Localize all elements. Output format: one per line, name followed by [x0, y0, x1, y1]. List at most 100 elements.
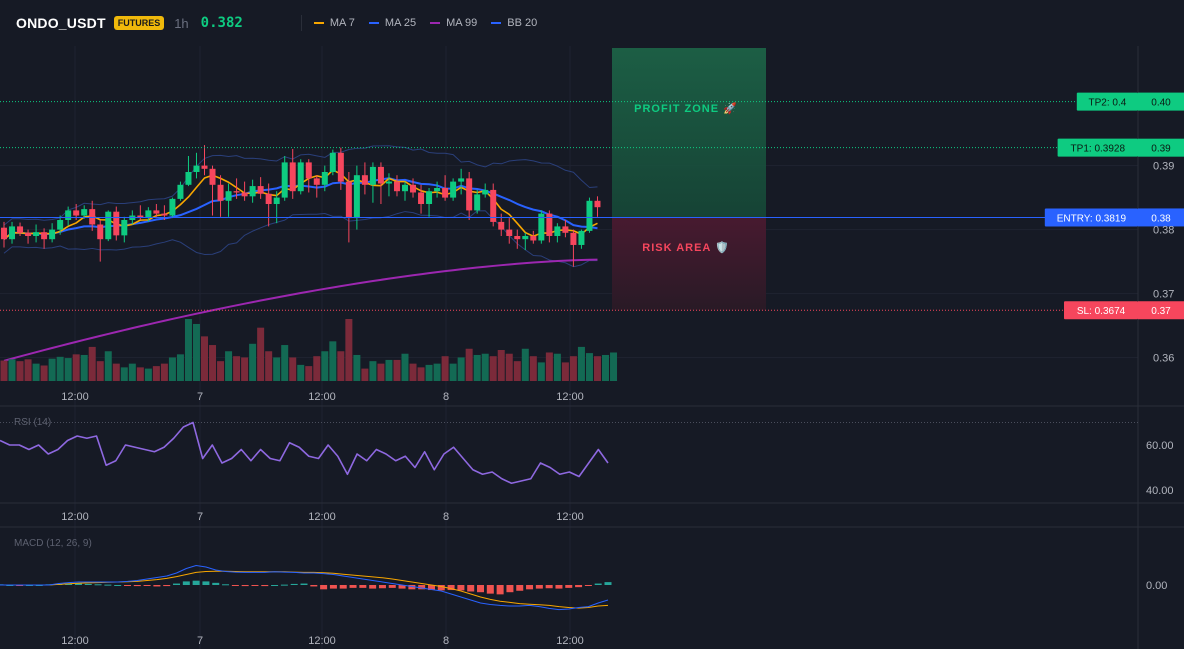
macd-histogram-bar [427, 585, 435, 591]
risk-zone-label: RISK AREA 🛡️ [642, 241, 729, 254]
volume-bar [417, 367, 425, 381]
candle-body [594, 200, 601, 208]
candle-body [305, 162, 312, 179]
tp2-tag-label: TP2: 0.4 [1088, 98, 1126, 109]
volume-bar [513, 361, 521, 381]
sl-tag[interactable] [1064, 301, 1138, 320]
macd-histogram-bar [467, 585, 475, 592]
volume-bar [217, 361, 225, 381]
volume-bar [249, 343, 257, 381]
volume-bar [160, 363, 168, 381]
legend-item[interactable]: MA 25 [368, 17, 416, 29]
chart-header: ONDO_USDT FUTURES 1h 0.382 MA 7 MA 25 MA 9… [0, 0, 1184, 46]
legend-swatch [430, 22, 441, 24]
entry-axis-tag [1138, 208, 1184, 227]
volume-bar [545, 352, 553, 381]
candle-body [121, 220, 128, 236]
volume-bar [409, 363, 417, 381]
volume-bar [201, 336, 208, 381]
volume-bar [521, 348, 529, 381]
macd-histogram-bar [153, 585, 161, 587]
candle-body [273, 197, 280, 204]
legend-item[interactable]: MA 7 [313, 17, 355, 29]
candle-body [490, 189, 497, 222]
volume-bar [353, 354, 361, 381]
candle-body [113, 211, 120, 236]
volume-bar [176, 354, 184, 381]
volume-bar [369, 361, 377, 381]
macd-histogram-bar [496, 585, 504, 595]
candle-body [562, 226, 569, 233]
macd-histogram-bar [231, 585, 239, 586]
volume-bar [377, 363, 385, 381]
macd-histogram-bar [329, 585, 337, 589]
macd-histogram-bar [222, 584, 230, 586]
macd-histogram-bar [114, 585, 122, 586]
candle-body [393, 181, 400, 192]
macd-histogram-bar [261, 585, 269, 587]
volume-bar [602, 354, 609, 381]
macd-histogram-bar [84, 583, 92, 585]
legend-label: MA 7 [329, 17, 355, 29]
volume-bar [569, 356, 577, 381]
candle-body [361, 175, 368, 185]
entry-axis-label: 0.38 [1151, 213, 1171, 224]
candle-body [65, 210, 72, 220]
candle-body [321, 172, 328, 185]
candle-body [570, 232, 577, 245]
time-axis-label: 7 [197, 511, 203, 523]
candle-body [97, 224, 104, 240]
macd-histogram-bar [575, 585, 583, 588]
candle-body [169, 198, 176, 216]
macd-histogram-bar [457, 585, 465, 591]
macd-histogram-bar [271, 585, 279, 586]
candle-body [586, 200, 593, 231]
tp1-tag[interactable] [1057, 138, 1138, 157]
candle-body [249, 186, 256, 197]
candle-body [257, 186, 264, 194]
timeframe-selector[interactable]: 1h [174, 15, 189, 31]
volume-bar [393, 359, 401, 381]
macd-histogram-bar [477, 585, 485, 593]
candle-body [289, 162, 296, 192]
candle-body [217, 184, 224, 201]
macd-histogram-bar [398, 585, 406, 589]
macd-histogram-bar [584, 585, 592, 586]
volume-bar [209, 345, 217, 381]
candle-body [233, 191, 240, 193]
volume-bar [168, 357, 176, 381]
macd-histogram-bar [418, 585, 426, 590]
volume-bar [96, 361, 104, 381]
volume-bar [80, 354, 88, 381]
tp1-axis-tag [1138, 138, 1184, 157]
macd-histogram-bar [447, 585, 455, 591]
time-axis-label: 12:00 [61, 391, 89, 403]
candle-body [49, 229, 56, 240]
candle-body [554, 226, 561, 236]
macd-histogram-bar [290, 583, 298, 585]
symbol-name[interactable]: ONDO_USDT [16, 15, 106, 31]
candle-body [466, 178, 473, 211]
candle-body [345, 181, 352, 219]
macd-axis-label: 0.00 [1146, 580, 1167, 592]
candle-body [193, 165, 200, 172]
volume-bar [281, 345, 289, 381]
sl-axis-label: 0.37 [1151, 306, 1171, 317]
macd-histogram-bar [104, 584, 112, 586]
macd-histogram-bar [565, 585, 573, 588]
tp2-tag[interactable] [1076, 92, 1138, 111]
sl-tag-label: SL: 0.3674 [1077, 306, 1126, 317]
macd-histogram-bar [378, 585, 386, 589]
macd-histogram-bar [202, 581, 210, 585]
candle-body [265, 193, 272, 204]
volume-bar [610, 352, 618, 381]
volume-bar [265, 351, 273, 381]
rsi-axis-label: 40.00 [1146, 485, 1174, 497]
volume-bar [465, 348, 473, 381]
legend-item[interactable]: BB 20 [491, 17, 537, 29]
candle-body [145, 210, 152, 219]
legend-item[interactable]: MA 99 [430, 17, 477, 29]
macd-histogram-bar [359, 585, 367, 588]
entry-tag[interactable] [1044, 208, 1138, 227]
